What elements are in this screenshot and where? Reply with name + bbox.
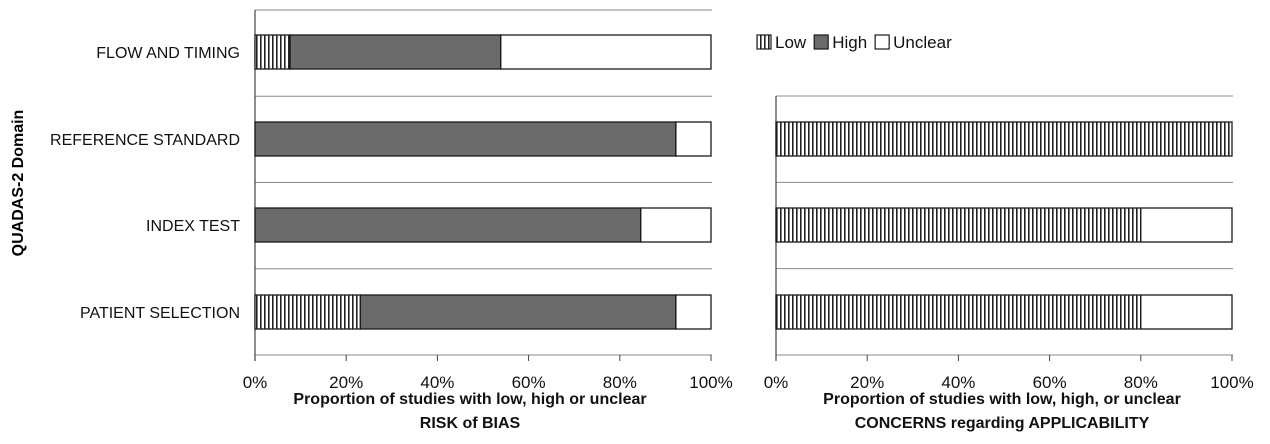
- x-axis-title-line: RISK of BIAS: [420, 415, 521, 432]
- bar-reference-standard-unclear: [675, 121, 712, 157]
- x-tick-label: 100%: [1210, 373, 1253, 392]
- legend-label-high: High: [832, 33, 867, 52]
- y-axis-title: QUADAS-2 Domain: [10, 110, 27, 257]
- bar-flow-and-timing-low: [254, 34, 291, 70]
- x-axis-title-line: Proportion of studies with low, high, or…: [823, 391, 1181, 408]
- x-tick-label: 80%: [1124, 373, 1158, 392]
- x-tick-label: 40%: [420, 373, 454, 392]
- legend-label-unclear: Unclear: [893, 33, 952, 52]
- bar-flow-and-timing-unclear: [500, 34, 712, 70]
- legend-swatch-low: [756, 34, 772, 50]
- bar-patient-selection-unclear: [675, 294, 712, 330]
- bar-index-test-unclear: [1140, 207, 1233, 243]
- legend: Low High Unclear: [756, 33, 952, 52]
- x-tick-label: 100%: [689, 373, 732, 392]
- applicability-chart: 0% 20% 40% 60% 80% 100% Proportion of studies …: [764, 95, 1254, 432]
- risk-of-bias-chart: 0% 20% 40% 60% 80% 100% FLOW AND TIMING REFEREN…: [50, 9, 733, 432]
- bar-patient-selection-low: [775, 294, 1142, 330]
- x-tick-label: 40%: [941, 373, 975, 392]
- x-tick-label: 0%: [764, 373, 789, 392]
- x-tick-label: 0%: [243, 373, 268, 392]
- x-tick-label: 60%: [512, 373, 546, 392]
- x-axis-title-line: CONCERNS regarding APPLICABILITY: [855, 415, 1150, 432]
- bar-patient-selection-low: [254, 294, 361, 330]
- bar-index-test-high: [254, 207, 642, 243]
- x-axis-title-line: Proportion of studies with low, high or …: [293, 391, 646, 408]
- category-label-flow-and-timing: FLOW AND TIMING: [96, 45, 240, 62]
- x-tick-label: 20%: [329, 373, 363, 392]
- x-tick-label: 80%: [603, 373, 637, 392]
- bar-patient-selection-unclear: [1140, 294, 1233, 330]
- legend-label-low: Low: [775, 33, 807, 52]
- bar-index-test-unclear: [640, 207, 712, 243]
- category-label-patient-selection: PATIENT SELECTION: [80, 305, 240, 322]
- legend-swatch-high: [813, 34, 829, 50]
- category-label-reference-standard: REFERENCE STANDARD: [50, 132, 240, 149]
- bar-reference-standard-low: [775, 121, 1233, 157]
- legend-swatch-unclear: [874, 34, 890, 50]
- bar-index-test-low: [775, 207, 1142, 243]
- category-label-index-test: INDEX TEST: [146, 218, 240, 235]
- x-tick-label: 60%: [1033, 373, 1067, 392]
- x-tick-label: 20%: [850, 373, 884, 392]
- bar-flow-and-timing-high: [289, 34, 502, 70]
- bar-reference-standard-high: [254, 121, 677, 157]
- bar-patient-selection-high: [359, 294, 677, 330]
